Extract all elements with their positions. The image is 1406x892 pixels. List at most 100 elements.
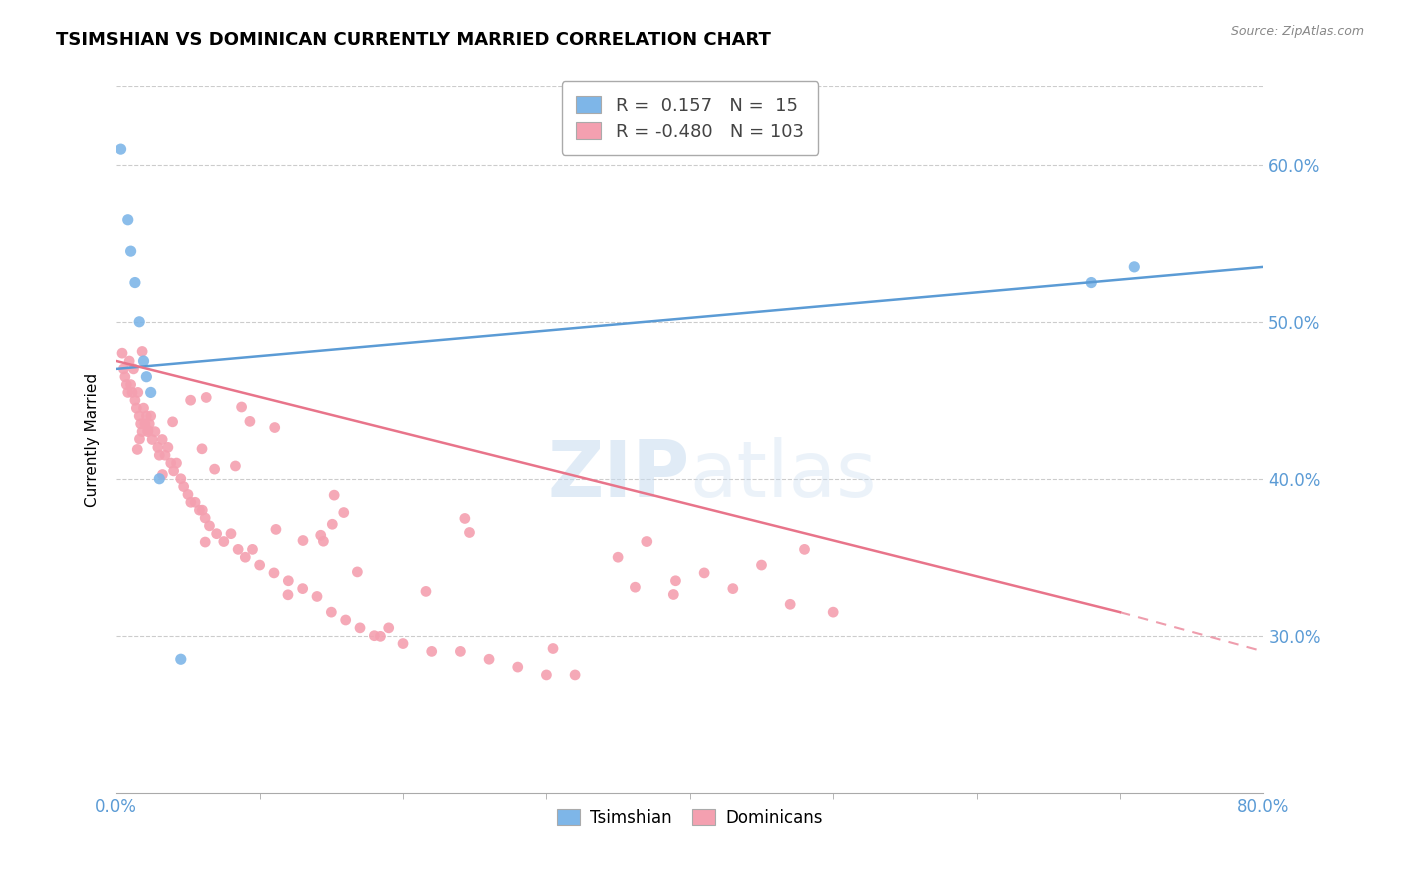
Point [180, 393, 202, 408]
Point [305, 590, 328, 604]
Point [231, 400, 253, 414]
Point [242, 542, 264, 557]
Point [127, 442, 149, 457]
Point [263, 566, 285, 580]
Point [120, 377, 142, 392]
Point [191, 503, 214, 517]
Point [349, 621, 371, 635]
Point [191, 442, 214, 456]
Point [132, 354, 155, 368]
Point [793, 542, 815, 557]
Point [506, 660, 529, 674]
Point [139, 409, 162, 423]
Point [415, 584, 437, 599]
Point [607, 550, 630, 565]
Point [636, 534, 658, 549]
Point [458, 525, 481, 540]
Point [751, 558, 773, 572]
Point [624, 580, 647, 594]
Y-axis label: Currently Married: Currently Married [86, 373, 100, 507]
Point [188, 503, 211, 517]
Point [1123, 260, 1146, 274]
Point [162, 464, 184, 478]
Point [134, 417, 156, 431]
Point [152, 467, 174, 482]
Point [128, 432, 150, 446]
Point [120, 244, 142, 259]
Point [277, 574, 299, 588]
Point [128, 409, 150, 423]
Point [156, 441, 179, 455]
Point [117, 212, 139, 227]
Point [170, 472, 193, 486]
Point [721, 582, 744, 596]
Point [127, 385, 149, 400]
Point [420, 644, 443, 658]
Point [1080, 276, 1102, 290]
Point [194, 511, 217, 525]
Point [392, 636, 415, 650]
Point [143, 425, 166, 439]
Point [335, 613, 357, 627]
Point [541, 641, 564, 656]
Point [321, 605, 343, 619]
Point [564, 668, 586, 682]
Point [449, 644, 471, 658]
Point [195, 391, 218, 405]
Point [263, 420, 285, 434]
Point [312, 534, 335, 549]
Point [148, 448, 170, 462]
Point [536, 668, 558, 682]
Point [117, 385, 139, 400]
Point [292, 533, 315, 548]
Point [226, 542, 249, 557]
Point [198, 518, 221, 533]
Point [115, 377, 138, 392]
Point [204, 462, 226, 476]
Point [239, 414, 262, 428]
Text: Source: ZipAtlas.com: Source: ZipAtlas.com [1230, 25, 1364, 38]
Point [135, 369, 157, 384]
Point [166, 456, 188, 470]
Point [141, 433, 163, 447]
Point [321, 517, 343, 532]
Point [180, 495, 202, 509]
Point [205, 526, 228, 541]
Point [264, 523, 287, 537]
Point [224, 458, 246, 473]
Point [823, 605, 845, 619]
Point [138, 417, 160, 431]
Point [148, 472, 170, 486]
Point [124, 393, 146, 408]
Point [162, 415, 184, 429]
Point [131, 425, 153, 439]
Point [309, 528, 332, 542]
Point [370, 629, 392, 643]
Text: atlas: atlas [690, 437, 877, 513]
Point [139, 385, 162, 400]
Point [170, 652, 193, 666]
Point [110, 142, 132, 156]
Point [662, 587, 685, 601]
Point [664, 574, 686, 588]
Point [693, 566, 716, 580]
Point [111, 346, 134, 360]
Point [135, 409, 157, 423]
Point [454, 511, 477, 525]
Point [132, 401, 155, 416]
Point [177, 487, 200, 501]
Point [346, 565, 368, 579]
Point [779, 597, 801, 611]
Point [136, 425, 159, 439]
Point [125, 401, 148, 416]
Point [277, 588, 299, 602]
Point [122, 362, 145, 376]
Point [363, 629, 385, 643]
Point [136, 423, 159, 437]
Point [233, 550, 256, 565]
Point [131, 344, 153, 359]
Point [194, 535, 217, 549]
Point [377, 621, 399, 635]
Point [153, 448, 176, 462]
Point [124, 276, 146, 290]
